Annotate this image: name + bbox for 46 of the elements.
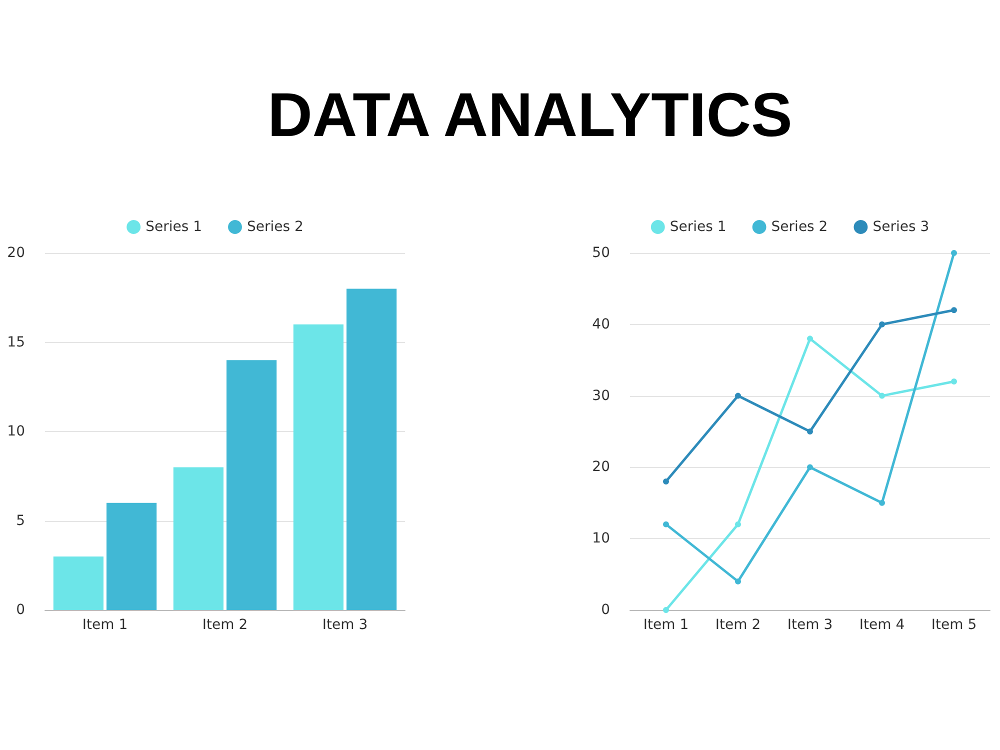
- bar: [53, 556, 104, 610]
- x-tick-label: Item 2: [202, 617, 248, 633]
- x-tick-label: Item 1: [82, 617, 128, 633]
- y-tick-label: 5: [16, 512, 25, 529]
- y-tick-label: 30: [592, 388, 610, 404]
- point: [663, 521, 669, 528]
- legend-label: Series 1: [670, 219, 726, 235]
- legend-label: Series 3: [872, 219, 930, 235]
- x-tick-label: Item 3: [787, 617, 833, 633]
- legend-label: Series 2: [771, 219, 828, 235]
- point: [735, 521, 741, 528]
- y-tick-label: 15: [7, 334, 25, 350]
- point: [807, 336, 813, 342]
- x-tick-label: Item 5: [931, 617, 977, 633]
- legend-label: Series 1: [146, 219, 202, 235]
- text: DATA ANALYTICS: [266, 80, 794, 151]
- y-tick-label: 20: [592, 459, 610, 476]
- x-tick-label: Item 4: [859, 617, 905, 633]
- x-tick-label: Item 3: [322, 617, 368, 633]
- bar: [106, 502, 157, 610]
- bar: [226, 360, 277, 610]
- y-tick-label: 40: [592, 316, 610, 332]
- point: [879, 321, 885, 328]
- x-tick-label: Item 1: [643, 617, 689, 633]
- point: [951, 378, 957, 385]
- y-tick-label: 0: [601, 602, 610, 618]
- point: [735, 578, 741, 584]
- y-tick-label: 0: [16, 602, 25, 618]
- y-tick-label: 10: [7, 424, 25, 440]
- point: [807, 464, 813, 470]
- point: [879, 500, 885, 506]
- y-tick-label: 50: [592, 245, 610, 261]
- point: [951, 307, 957, 314]
- legend-label: Series 2: [247, 219, 304, 235]
- point: [663, 478, 669, 484]
- point: [879, 392, 885, 399]
- x-tick-label: Item 2: [715, 617, 761, 633]
- bar: [173, 467, 224, 610]
- bar: [346, 288, 397, 610]
- bar: [293, 324, 344, 610]
- y-tick-label: 20: [7, 245, 25, 261]
- point: [807, 428, 813, 434]
- point: [951, 250, 957, 256]
- y-tick-label: 10: [592, 530, 610, 547]
- point: [735, 392, 741, 399]
- point: [663, 607, 669, 613]
